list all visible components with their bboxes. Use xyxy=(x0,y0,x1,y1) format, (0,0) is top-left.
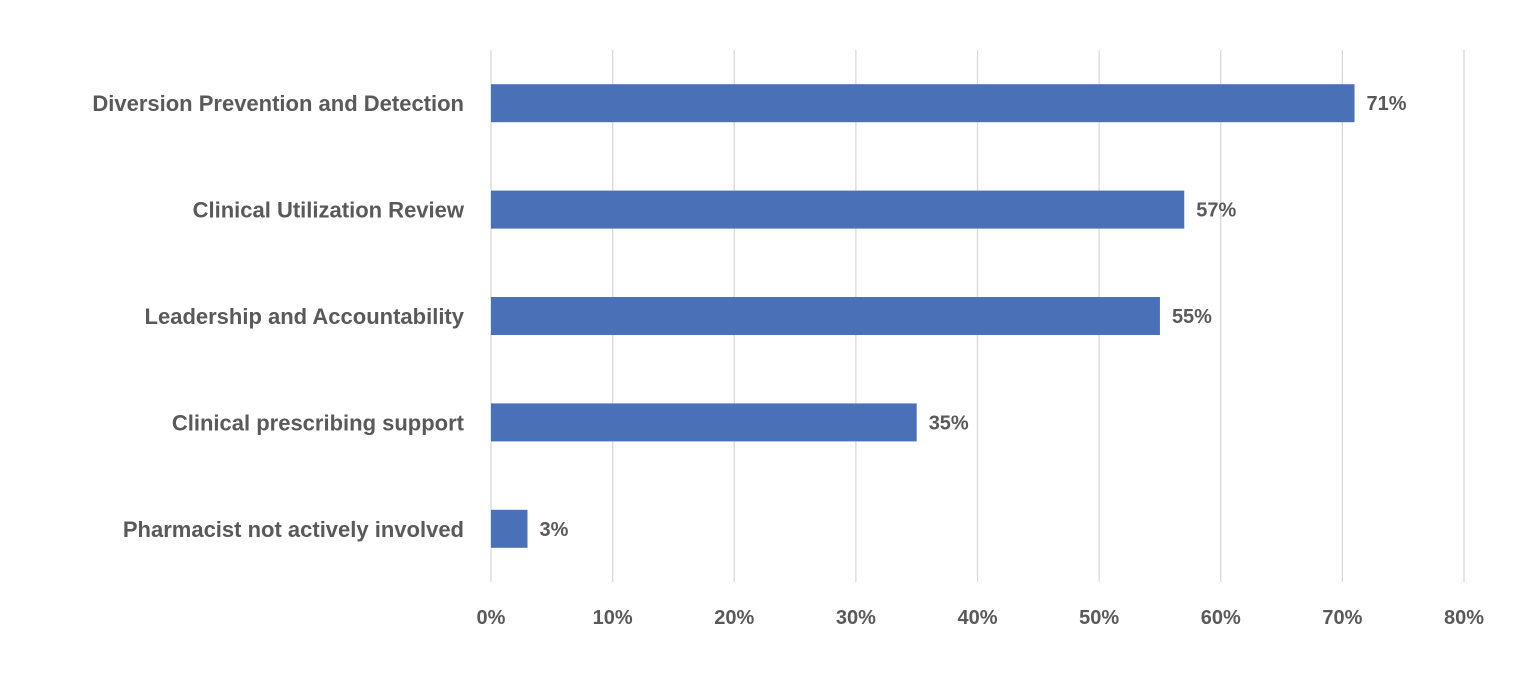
category-label: Pharmacist not actively involved xyxy=(123,517,464,542)
bar xyxy=(491,84,1355,123)
data-label: 57% xyxy=(1196,200,1236,222)
x-tick-label: 30% xyxy=(836,607,876,629)
x-tick-labels: 0% 10% 20% 30% 40% 50% 60% 70% 80% xyxy=(477,607,1485,629)
category-label: Leadership and Accountability xyxy=(145,304,465,329)
x-tick-label: 80% xyxy=(1444,607,1484,629)
category-label: Diversion Prevention and Detection xyxy=(92,91,464,116)
category-label: Clinical prescribing support xyxy=(172,410,465,435)
bar xyxy=(491,403,917,442)
bars: 71% 57% 55% 35% 3% xyxy=(491,84,1407,548)
category-label: Clinical Utilization Review xyxy=(193,198,465,223)
x-tick-label: 10% xyxy=(593,607,633,629)
bar xyxy=(491,190,1185,229)
x-tick-label: 0% xyxy=(477,607,506,629)
data-label: 55% xyxy=(1172,306,1212,328)
data-label: 3% xyxy=(539,519,568,541)
bar xyxy=(491,297,1160,335)
x-tick-label: 50% xyxy=(1079,607,1119,629)
x-tick-label: 70% xyxy=(1322,607,1362,629)
x-tick-label: 60% xyxy=(1201,607,1241,629)
bar xyxy=(491,509,528,548)
data-label: 71% xyxy=(1367,93,1407,115)
x-tick-label: 40% xyxy=(957,607,997,629)
x-tick-label: 20% xyxy=(714,607,754,629)
data-label: 35% xyxy=(929,412,969,434)
category-labels: Diversion Prevention and Detection Clinic… xyxy=(92,91,465,542)
